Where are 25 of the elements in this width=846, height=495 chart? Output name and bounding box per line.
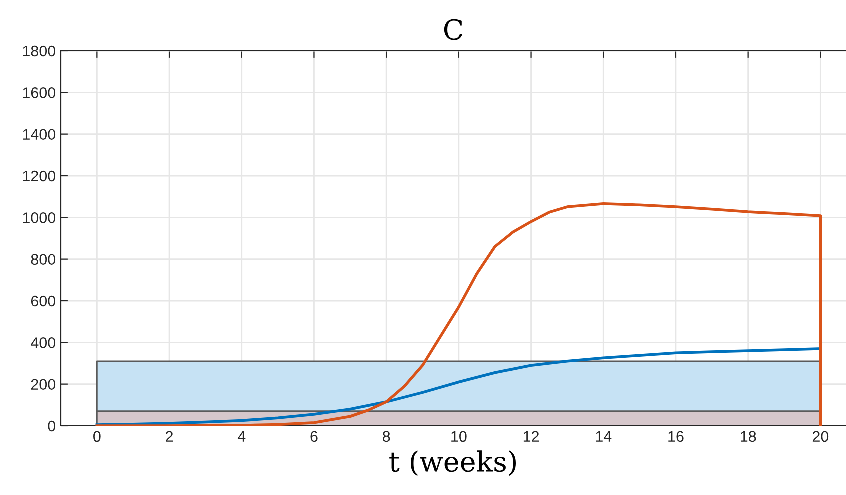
- y-tick-label: 1600: [23, 88, 56, 98]
- x-tick-label: 20: [812, 431, 829, 442]
- x-tick-label: 0: [94, 431, 101, 442]
- line-series: [96, 348, 822, 426]
- x-tick-label: 12: [524, 431, 540, 442]
- x-axis-title: t (weeks): [390, 450, 516, 476]
- x-tick-label: 14: [596, 431, 612, 442]
- y-tick-label: 200: [31, 379, 56, 390]
- x-tick-label: 16: [668, 431, 684, 442]
- x-tick-label: 8: [382, 431, 390, 442]
- y-tick-label: 1200: [23, 170, 56, 182]
- y-tick-label: 1000: [23, 212, 56, 224]
- line-series: [96, 202, 822, 426]
- y-tick-label: 600: [31, 296, 56, 307]
- x-tick-label: 2: [166, 431, 174, 442]
- x-tick-label: 10: [452, 431, 467, 442]
- x-tick-label: 18: [740, 431, 756, 442]
- y-tick-label: 0: [48, 420, 56, 432]
- y-tick-label: 1800: [23, 46, 56, 57]
- x-tick-label: 4: [238, 431, 246, 442]
- y-tick-label: 800: [31, 254, 56, 266]
- chart-title: C: [444, 19, 462, 40]
- y-tick-label: 1400: [23, 129, 56, 140]
- x-tick-label: 6: [310, 431, 318, 442]
- y-tick-label: 400: [31, 338, 56, 348]
